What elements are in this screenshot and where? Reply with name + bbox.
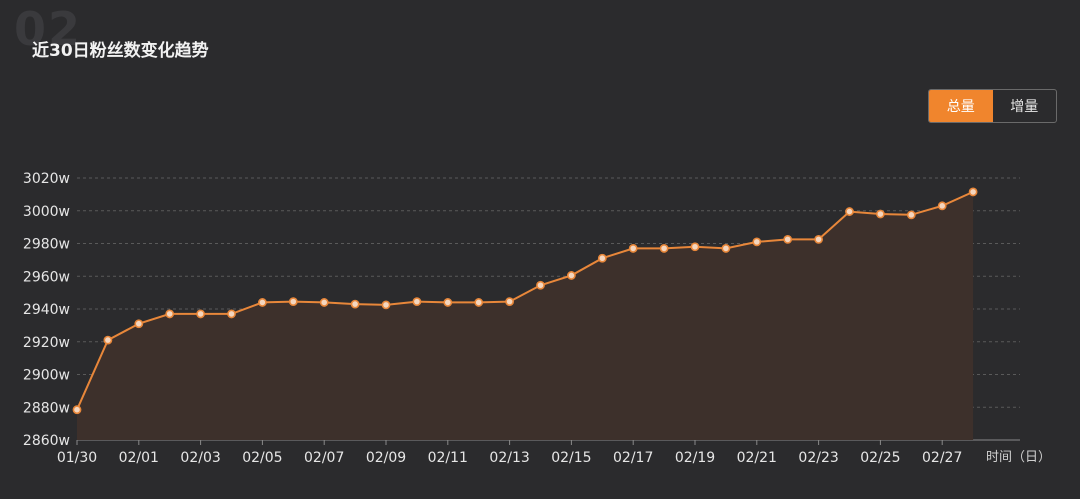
y-tick-label: 2940w <box>23 302 70 318</box>
chart-title: 近30日粉丝数变化趋势 <box>32 41 209 61</box>
series-line <box>76 190 974 411</box>
data-point[interactable] <box>628 244 638 253</box>
x-tick-label: 02/15 <box>551 450 591 466</box>
total-button[interactable]: 总量 <box>929 90 993 122</box>
increment-button[interactable]: 增量 <box>1010 99 1039 115</box>
data-point[interactable] <box>968 187 978 197</box>
data-point[interactable] <box>381 300 391 310</box>
x-tick-label: 02/21 <box>737 450 777 466</box>
data-point[interactable] <box>721 244 731 253</box>
data-point[interactable] <box>906 210 916 220</box>
x-tick-label: 02/27 <box>922 450 962 466</box>
data-point[interactable] <box>597 253 607 263</box>
x-tick-label: 02/05 <box>242 450 282 466</box>
y-tick-label: 2920w <box>23 335 70 351</box>
data-point[interactable] <box>257 298 267 307</box>
data-point[interactable] <box>690 242 700 252</box>
x-axis-label: 时间（日） <box>986 450 1051 465</box>
data-point[interactable] <box>165 309 175 319</box>
x-tick-label: 02/17 <box>613 450 653 466</box>
y-tick-label: 3000w <box>23 204 70 220</box>
y-tick-label: 2860w <box>23 433 70 449</box>
data-point[interactable] <box>443 298 453 307</box>
y-tick-label: 2880w <box>23 400 70 416</box>
y-tick-label: 2980w <box>23 237 70 253</box>
data-point[interactable] <box>783 235 793 244</box>
data-point[interactable] <box>536 280 545 290</box>
data-point[interactable] <box>103 335 113 345</box>
data-point[interactable] <box>196 309 205 319</box>
section-number: 02 <box>14 2 83 56</box>
y-tick-label: 2900w <box>23 368 70 384</box>
x-tick-label: 02/11 <box>428 450 468 466</box>
data-point[interactable] <box>567 271 576 280</box>
data-point[interactable] <box>134 319 144 329</box>
data-point[interactable] <box>659 244 669 253</box>
data-point[interactable] <box>319 298 329 307</box>
data-point[interactable] <box>937 201 947 211</box>
mode-toggle: 总量 增量 <box>928 89 1057 123</box>
data-point[interactable] <box>752 237 762 247</box>
x-tick-label: 02/07 <box>304 450 344 466</box>
data-point[interactable] <box>412 297 422 307</box>
y-tick-label: 3020w <box>23 171 70 187</box>
series-area <box>77 191 974 440</box>
data-point[interactable] <box>814 235 823 244</box>
x-tick-label: 02/09 <box>366 450 406 466</box>
data-point[interactable] <box>227 309 236 319</box>
x-tick-label: 02/25 <box>860 450 900 466</box>
data-point[interactable] <box>288 297 298 307</box>
x-tick-label: 02/13 <box>489 450 529 466</box>
y-tick-label: 2960w <box>23 269 70 285</box>
data-point[interactable] <box>845 207 854 216</box>
x-tick-label: 02/19 <box>675 450 715 466</box>
data-point[interactable] <box>876 209 885 219</box>
data-point[interactable] <box>350 299 360 309</box>
data-point[interactable] <box>72 405 82 415</box>
data-point[interactable] <box>474 298 484 307</box>
x-tick-label: 01/30 <box>57 450 97 466</box>
x-tick-label: 02/23 <box>798 450 838 466</box>
x-tick-label: 02/01 <box>119 450 159 466</box>
data-point[interactable] <box>505 297 514 307</box>
x-tick-label: 02/03 <box>180 450 220 466</box>
